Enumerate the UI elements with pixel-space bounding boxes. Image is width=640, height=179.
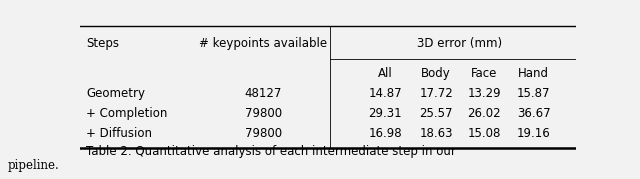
Text: 48127: 48127 [245,87,282,100]
Text: 3D error (mm): 3D error (mm) [417,37,502,50]
Text: 13.29: 13.29 [467,87,501,100]
Text: 14.87: 14.87 [368,87,402,100]
Text: Geometry: Geometry [86,87,145,100]
Text: Steps: Steps [86,37,119,50]
Text: 19.16: 19.16 [517,127,550,140]
Text: 29.31: 29.31 [368,107,402,120]
Text: All: All [378,67,392,80]
Text: 79800: 79800 [245,107,282,120]
Text: 36.67: 36.67 [517,107,550,120]
Text: 17.72: 17.72 [419,87,453,100]
Text: Hand: Hand [518,67,549,80]
Text: # keypoints available: # keypoints available [200,37,328,50]
Text: 16.98: 16.98 [368,127,402,140]
Text: + Diffusion: + Diffusion [86,127,152,140]
Text: 79800: 79800 [245,127,282,140]
Text: 18.63: 18.63 [419,127,453,140]
Text: pipeline.: pipeline. [8,159,60,172]
Text: 25.57: 25.57 [419,107,453,120]
Text: + Completion: + Completion [86,107,167,120]
Text: 15.08: 15.08 [468,127,501,140]
Text: 15.87: 15.87 [517,87,550,100]
Text: Table 2. Quantitative analysis of each intermediate step in our: Table 2. Quantitative analysis of each i… [86,145,456,158]
Text: 26.02: 26.02 [467,107,501,120]
Text: Body: Body [421,67,451,80]
Text: Face: Face [471,67,497,80]
